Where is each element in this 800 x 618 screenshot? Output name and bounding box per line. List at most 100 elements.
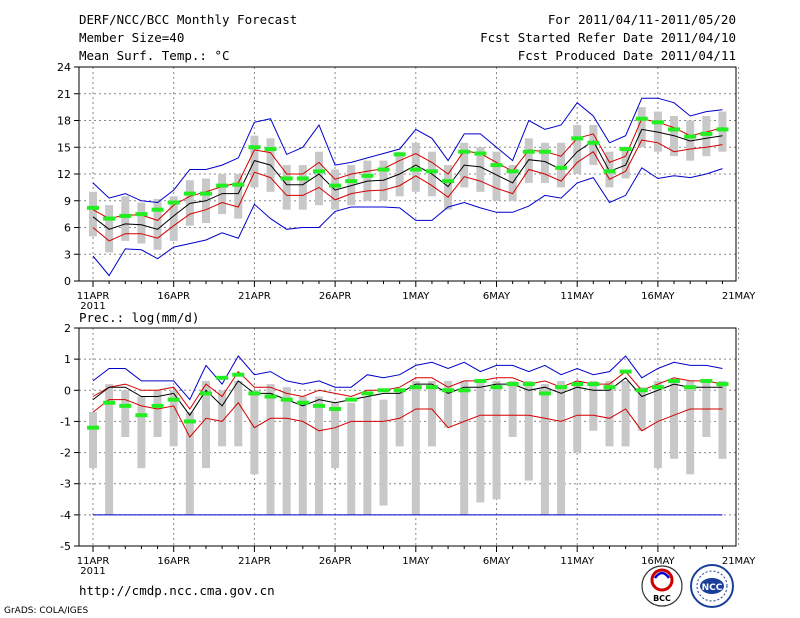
spread-box	[298, 165, 307, 210]
spread-box	[411, 142, 420, 192]
median-marker	[651, 120, 664, 125]
header-member-size: Member Size=40	[79, 30, 184, 45]
spread-box	[137, 396, 146, 469]
y-tick-label: -2	[60, 447, 71, 460]
median-marker	[232, 372, 245, 377]
median-marker	[700, 378, 713, 383]
spread-box	[718, 380, 727, 459]
median-marker	[264, 147, 277, 152]
x-tick-label: 16APR	[157, 556, 190, 567]
footer-url[interactable]: http://cmdp.ncc.cma.gov.cn	[79, 583, 275, 598]
median-marker	[651, 385, 664, 390]
spread-box	[218, 390, 227, 447]
median-marker	[635, 116, 648, 121]
header-variable: Mean Surf. Temp.: °C	[79, 48, 230, 63]
median-marker	[151, 403, 164, 408]
median-marker	[619, 369, 632, 374]
median-marker	[199, 391, 212, 396]
median-marker	[280, 176, 293, 181]
x-tick-label: 11MAY	[560, 556, 594, 567]
spread-box	[105, 384, 114, 515]
median-marker	[199, 191, 212, 196]
median-marker	[458, 149, 471, 154]
median-marker	[668, 127, 681, 132]
spread-box	[169, 196, 178, 241]
median-marker	[216, 375, 229, 380]
median-marker	[587, 382, 600, 387]
y-tick-label: 21	[57, 88, 71, 101]
spread-box	[169, 390, 178, 447]
x-tick-label: 21MAY	[722, 556, 756, 567]
spread-box	[460, 380, 469, 515]
median-marker	[442, 179, 455, 184]
bcc-logo-text: BCC	[653, 594, 671, 603]
spread-box	[331, 402, 340, 469]
median-marker	[409, 167, 422, 172]
spread-box	[605, 380, 614, 447]
median-marker	[522, 382, 535, 387]
median-marker	[490, 163, 503, 168]
x-tick-label: 21APR	[238, 556, 271, 567]
median-marker	[103, 216, 116, 221]
median-marker	[248, 145, 261, 150]
spread-box	[573, 124, 582, 174]
median-marker	[700, 131, 713, 136]
spread-box	[637, 107, 646, 148]
median-marker	[361, 391, 374, 396]
median-marker	[506, 169, 519, 174]
y-tick-label: 18	[57, 115, 71, 128]
temperature-chart: 0 3 6 9 12 15 18 21 24 11APR 16APR 21APR 26APR 1MAY 6M…	[57, 61, 756, 312]
spread-box	[153, 390, 162, 437]
y-tick-label: -3	[60, 478, 71, 491]
spread-box	[557, 142, 566, 188]
spread-box	[686, 380, 695, 475]
y-tick-label: -5	[60, 540, 71, 553]
median-marker	[571, 136, 584, 141]
spread-box	[282, 165, 291, 210]
bcc-logo: BCC	[641, 565, 683, 607]
spread-box	[363, 396, 372, 515]
median-marker	[135, 413, 148, 418]
header-start-date: Fcst Started Refer Date 2011/04/10	[480, 30, 736, 45]
spread-box	[411, 380, 420, 515]
spread-box	[121, 390, 130, 437]
x-tick-label: 1MAY	[402, 291, 430, 302]
series-max-line	[92, 97, 723, 204]
median-marker	[506, 382, 519, 387]
median-marker	[248, 391, 261, 396]
median-marker	[458, 388, 471, 393]
x-tick-label: 16MAY	[641, 291, 675, 302]
ncc-logo: NCC	[690, 564, 734, 608]
spread-box	[718, 111, 727, 152]
spread-box	[492, 151, 501, 201]
x-tick-label: 11MAY	[560, 291, 594, 302]
median-marker	[538, 149, 551, 154]
x-tick-label: 21APR	[238, 291, 271, 302]
spread-box	[444, 165, 453, 210]
median-marker	[87, 425, 99, 430]
x-tick-label: 11APR	[77, 556, 110, 567]
median-marker	[119, 403, 132, 408]
header-title: DERF/NCC/BCC Monthly Forecast	[79, 12, 297, 27]
spread-box	[298, 396, 307, 515]
header-produced-date: Fcst Produced Date 2011/04/11	[518, 48, 736, 63]
median-marker	[442, 388, 455, 393]
series-lower-line	[92, 399, 723, 438]
spread-box	[234, 174, 243, 219]
median-marker	[555, 165, 568, 170]
series-min-line	[92, 167, 723, 277]
median-marker	[571, 382, 584, 387]
median-marker	[87, 205, 99, 210]
x-tick-label: 1MAY	[402, 556, 430, 567]
spread-box	[702, 116, 711, 157]
median-marker	[603, 169, 616, 174]
median-marker	[183, 191, 196, 196]
spread-box	[444, 380, 453, 428]
median-marker	[280, 397, 293, 402]
median-marker	[296, 176, 309, 181]
median-marker	[329, 406, 342, 411]
y-tick-label: 15	[57, 141, 71, 154]
median-marker	[522, 149, 535, 154]
plot-frame	[78, 327, 737, 547]
